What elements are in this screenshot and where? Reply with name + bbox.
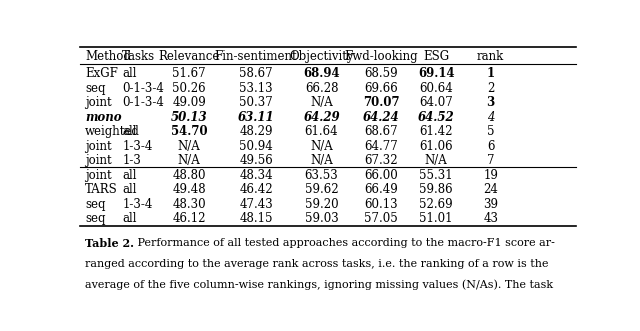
Text: Objectivity: Objectivity — [289, 50, 354, 63]
Text: 19: 19 — [483, 169, 498, 182]
Text: 43: 43 — [483, 212, 498, 225]
Text: 52.69: 52.69 — [419, 198, 453, 211]
Text: 61.06: 61.06 — [419, 140, 453, 153]
Text: 48.15: 48.15 — [239, 212, 273, 225]
Text: all: all — [122, 212, 137, 225]
Text: 5: 5 — [487, 125, 495, 138]
Text: 64.07: 64.07 — [419, 96, 453, 109]
Text: 61.64: 61.64 — [305, 125, 339, 138]
Text: 64.52: 64.52 — [418, 111, 454, 123]
Text: 66.28: 66.28 — [305, 81, 339, 95]
Text: 49.48: 49.48 — [172, 183, 206, 196]
Text: 64.24: 64.24 — [363, 111, 399, 123]
Text: 0-1-3-4: 0-1-3-4 — [122, 81, 164, 95]
Text: 59.03: 59.03 — [305, 212, 339, 225]
Text: 68.94: 68.94 — [303, 67, 340, 80]
Text: Table 2.: Table 2. — [85, 238, 134, 249]
Text: 57.05: 57.05 — [364, 212, 398, 225]
Text: 50.26: 50.26 — [172, 81, 206, 95]
Text: 48.80: 48.80 — [172, 169, 206, 182]
Text: 46.42: 46.42 — [239, 183, 273, 196]
Text: Performance of all tested approaches according to the macro-F1 score ar-: Performance of all tested approaches acc… — [134, 238, 554, 248]
Text: 48.30: 48.30 — [172, 198, 206, 211]
Text: 51.01: 51.01 — [419, 212, 453, 225]
Text: 68.67: 68.67 — [364, 125, 398, 138]
Text: 53.13: 53.13 — [239, 81, 273, 95]
Text: seq: seq — [85, 81, 106, 95]
Text: ESG: ESG — [423, 50, 449, 63]
Text: 69.66: 69.66 — [364, 81, 398, 95]
Text: 3: 3 — [486, 96, 495, 109]
Text: all: all — [122, 125, 137, 138]
Text: 59.62: 59.62 — [305, 183, 339, 196]
Text: 64.29: 64.29 — [303, 111, 340, 123]
Text: 4: 4 — [487, 111, 495, 123]
Text: average of the five column-wise rankings, ignoring missing values (N/As). The ta: average of the five column-wise rankings… — [85, 280, 553, 290]
Text: 68.59: 68.59 — [364, 67, 398, 80]
Text: 60.13: 60.13 — [364, 198, 398, 211]
Text: 50.94: 50.94 — [239, 140, 273, 153]
Text: 47.43: 47.43 — [239, 198, 273, 211]
Text: 70.07: 70.07 — [363, 96, 399, 109]
Text: 2: 2 — [487, 81, 494, 95]
Text: TARS: TARS — [85, 183, 118, 196]
Text: all: all — [122, 169, 137, 182]
Text: weighted: weighted — [85, 125, 140, 138]
Text: joint: joint — [85, 96, 111, 109]
Text: 64.77: 64.77 — [364, 140, 398, 153]
Text: 1-3-4: 1-3-4 — [122, 140, 152, 153]
Text: 6: 6 — [487, 140, 495, 153]
Text: 69.14: 69.14 — [418, 67, 454, 80]
Text: 24: 24 — [483, 183, 498, 196]
Text: 61.42: 61.42 — [419, 125, 453, 138]
Text: N/A: N/A — [310, 154, 333, 167]
Text: N/A: N/A — [425, 154, 447, 167]
Text: rank: rank — [477, 50, 504, 63]
Text: 59.20: 59.20 — [305, 198, 339, 211]
Text: 55.31: 55.31 — [419, 169, 453, 182]
Text: N/A: N/A — [178, 154, 200, 167]
Text: all: all — [122, 67, 137, 80]
Text: 60.64: 60.64 — [419, 81, 453, 95]
Text: joint: joint — [85, 140, 111, 153]
Text: seq: seq — [85, 198, 106, 211]
Text: 0-1-3-4: 0-1-3-4 — [122, 96, 164, 109]
Text: Fwd-looking: Fwd-looking — [344, 50, 418, 63]
Text: 39: 39 — [483, 198, 498, 211]
Text: 1-3: 1-3 — [122, 154, 141, 167]
Text: joint: joint — [85, 169, 111, 182]
Text: 1: 1 — [486, 67, 495, 80]
Text: ranged according to the average rank across tasks, i.e. the ranking of a row is : ranged according to the average rank acr… — [85, 259, 548, 269]
Text: joint: joint — [85, 154, 111, 167]
Text: 66.00: 66.00 — [364, 169, 398, 182]
Text: 63.11: 63.11 — [238, 111, 275, 123]
Text: 51.67: 51.67 — [172, 67, 206, 80]
Text: 49.56: 49.56 — [239, 154, 273, 167]
Text: ExGF: ExGF — [85, 67, 118, 80]
Text: 48.34: 48.34 — [239, 169, 273, 182]
Text: 46.12: 46.12 — [172, 212, 206, 225]
Text: Fin-sentiment: Fin-sentiment — [215, 50, 298, 63]
Text: Relevance: Relevance — [159, 50, 220, 63]
Text: seq: seq — [85, 212, 106, 225]
Text: 48.29: 48.29 — [239, 125, 273, 138]
Text: mono: mono — [85, 111, 122, 123]
Text: 50.37: 50.37 — [239, 96, 273, 109]
Text: 49.09: 49.09 — [172, 96, 206, 109]
Text: Method: Method — [85, 50, 131, 63]
Text: 67.32: 67.32 — [364, 154, 398, 167]
Text: N/A: N/A — [310, 96, 333, 109]
Text: Tasks: Tasks — [122, 50, 156, 63]
Text: all: all — [122, 183, 137, 196]
Text: 1-3-4: 1-3-4 — [122, 198, 152, 211]
Text: N/A: N/A — [310, 140, 333, 153]
Text: 66.49: 66.49 — [364, 183, 398, 196]
Text: 50.13: 50.13 — [171, 111, 207, 123]
Text: 59.86: 59.86 — [419, 183, 453, 196]
Text: 7: 7 — [487, 154, 495, 167]
Text: N/A: N/A — [178, 140, 200, 153]
Text: 58.67: 58.67 — [239, 67, 273, 80]
Text: 63.53: 63.53 — [305, 169, 339, 182]
Text: 54.70: 54.70 — [171, 125, 207, 138]
